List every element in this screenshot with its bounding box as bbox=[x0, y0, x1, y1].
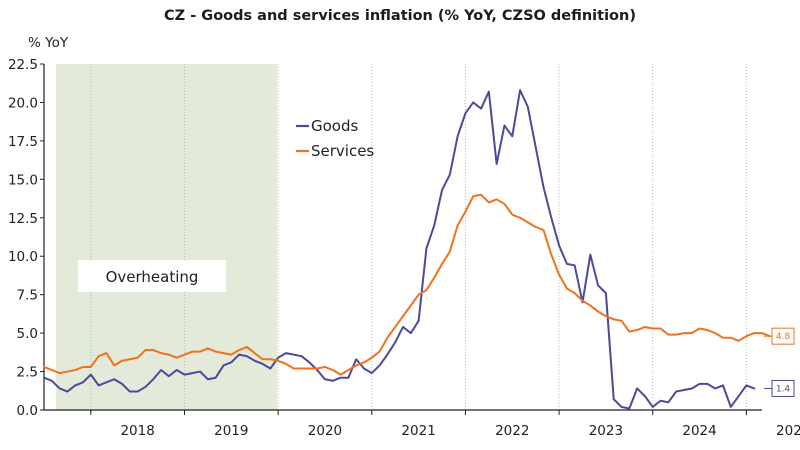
end-tag-box-services bbox=[771, 327, 795, 345]
y-tick-label: 5.0 bbox=[17, 326, 38, 342]
overheating-shaded-region bbox=[56, 64, 278, 410]
y-axis-label: % YoY bbox=[28, 35, 69, 51]
y-tick-label: 17.5 bbox=[8, 134, 38, 150]
y-tick-label: 2.5 bbox=[17, 365, 38, 381]
axes: 0.0 2.5 5.0 7.5 10.0 12.5 15.0 17.5 20.0 22.5 2018… bbox=[8, 57, 800, 439]
y-tick-label: 10.0 bbox=[8, 249, 38, 265]
y-tick-label: 15.0 bbox=[8, 172, 38, 188]
series-line-services bbox=[43, 193, 771, 376]
end-tag-box-goods bbox=[771, 379, 795, 397]
series-line-goods bbox=[43, 89, 756, 410]
gridlines bbox=[90, 64, 747, 410]
y-tick-label: 0.0 bbox=[17, 403, 38, 419]
chart-title: CZ - Goods and services inflation (% YoY… bbox=[164, 8, 636, 24]
x-tick-label: 2023 bbox=[589, 423, 623, 439]
legend-label-goods: Goods bbox=[311, 117, 358, 135]
end-tag-value-services: 4.8 bbox=[776, 332, 791, 342]
y-tick-label: 12.5 bbox=[8, 211, 38, 227]
x-tick-label: 2018 bbox=[120, 423, 154, 439]
x-tick-label: 2024 bbox=[682, 423, 716, 439]
legend: Goods Services bbox=[296, 117, 374, 160]
x-tick-label: 2019 bbox=[214, 423, 248, 439]
legend-label-services: Services bbox=[311, 142, 374, 160]
x-tick-label: 2025 bbox=[776, 423, 800, 439]
x-tick-label: 2020 bbox=[308, 423, 342, 439]
x-tick-label: 2022 bbox=[495, 423, 529, 439]
overheating-label-background bbox=[78, 260, 226, 292]
x-tick-label: 2021 bbox=[401, 423, 435, 439]
end-tag-value-goods: 1.4 bbox=[776, 384, 791, 394]
y-tick-label: 22.5 bbox=[8, 57, 38, 73]
overheating-label: Overheating bbox=[106, 268, 199, 286]
y-tick-label: 20.0 bbox=[8, 95, 38, 111]
series-lines bbox=[43, 89, 771, 410]
y-tick-label: 7.5 bbox=[17, 288, 38, 304]
end-value-tags: 1.4 4.8 bbox=[764, 327, 795, 397]
overheating-label-box: Overheating bbox=[78, 260, 226, 292]
